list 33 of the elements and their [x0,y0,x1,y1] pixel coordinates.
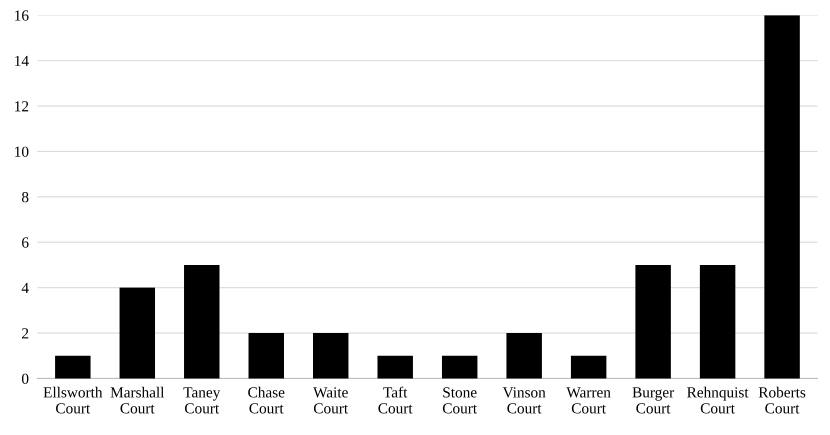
bar [700,264,736,378]
bar [55,356,91,378]
y-tick-label: 12 [15,101,28,112]
y-tick-label: 0 [22,374,28,384]
bar [506,333,542,378]
x-tick-label: Roberts Court [758,386,806,414]
bar [442,356,478,378]
y-tick-label: 2 [22,328,28,338]
y-tick-label: 6 [22,237,29,248]
x-tick-label: Vinson Court [502,387,546,414]
bar [184,264,220,378]
x-tick-label: Marshall Court [110,386,164,414]
x-tick-label: Rehnquist Court [687,386,748,414]
x-tick-label: Taney Court [183,387,220,414]
bar [313,333,348,378]
y-tick-label: 16 [15,10,29,21]
x-tick-label: Taft Court [378,386,413,414]
x-tick-label: Burger Court [632,387,674,414]
x-tick-label: Stone Court [442,387,477,414]
bar [764,15,800,378]
bar [248,333,284,378]
bar [120,288,156,378]
y-tick-label: 4 [22,282,29,293]
y-tick-label: 14 [15,56,29,66]
y-tick-label: 8 [22,192,28,202]
x-tick-label: Ellsworth Court [44,386,102,414]
bar [635,264,671,378]
x-tick-label: Chase Court [248,386,284,414]
x-tick-label: Waite Court [313,387,348,414]
bar [377,356,413,378]
y-tick-label: 10 [15,146,28,157]
bar [570,356,606,378]
x-tick-label: Warren Court [566,387,611,414]
